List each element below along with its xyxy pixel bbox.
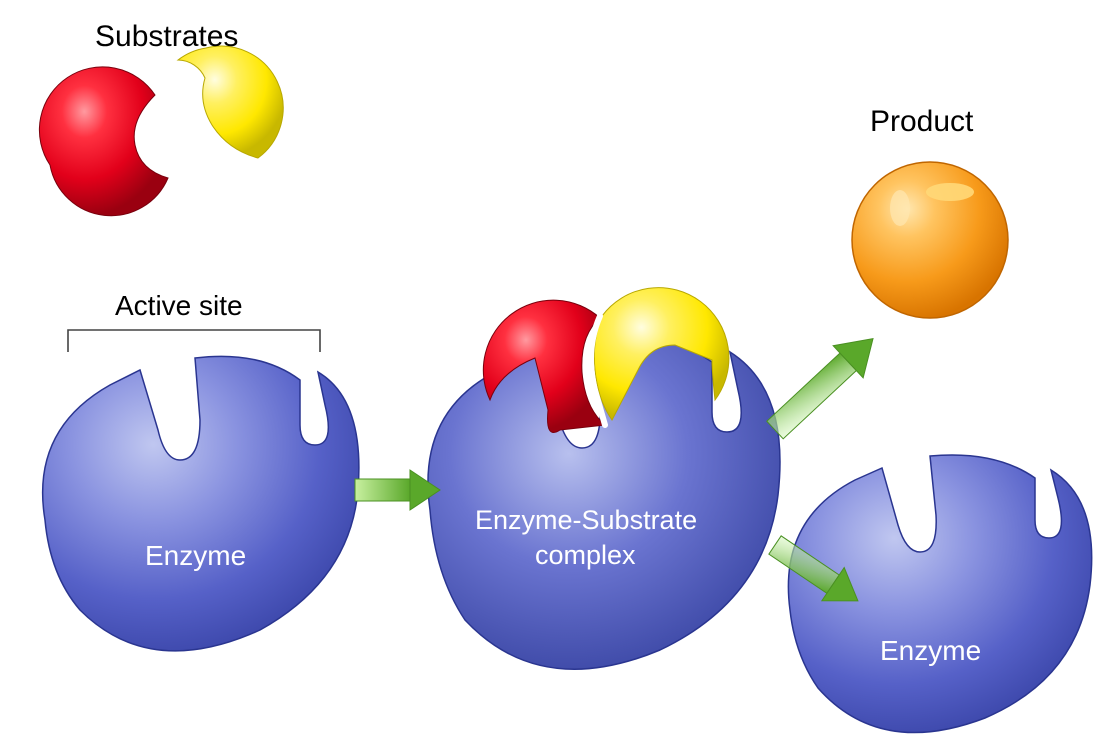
label-active-site: Active site bbox=[115, 290, 243, 322]
label-product: Product bbox=[870, 105, 973, 139]
substrate-red-free bbox=[39, 67, 168, 216]
active-site-bracket bbox=[68, 330, 320, 352]
substrate-yellow-free bbox=[178, 46, 283, 158]
label-complex-line2: complex bbox=[535, 540, 636, 571]
arrow-2 bbox=[760, 323, 888, 447]
enzyme-diagram: Substrates Active site Enzyme Enzyme-Sub… bbox=[0, 0, 1100, 748]
enzyme-left bbox=[43, 356, 359, 651]
label-substrates: Substrates bbox=[95, 20, 238, 54]
label-enzyme-1: Enzyme bbox=[145, 540, 246, 572]
arrow-1 bbox=[355, 470, 440, 510]
label-enzyme-2: Enzyme bbox=[880, 635, 981, 667]
label-complex-line1: Enzyme-Substrate bbox=[475, 505, 697, 536]
product-sphere bbox=[852, 162, 1008, 318]
